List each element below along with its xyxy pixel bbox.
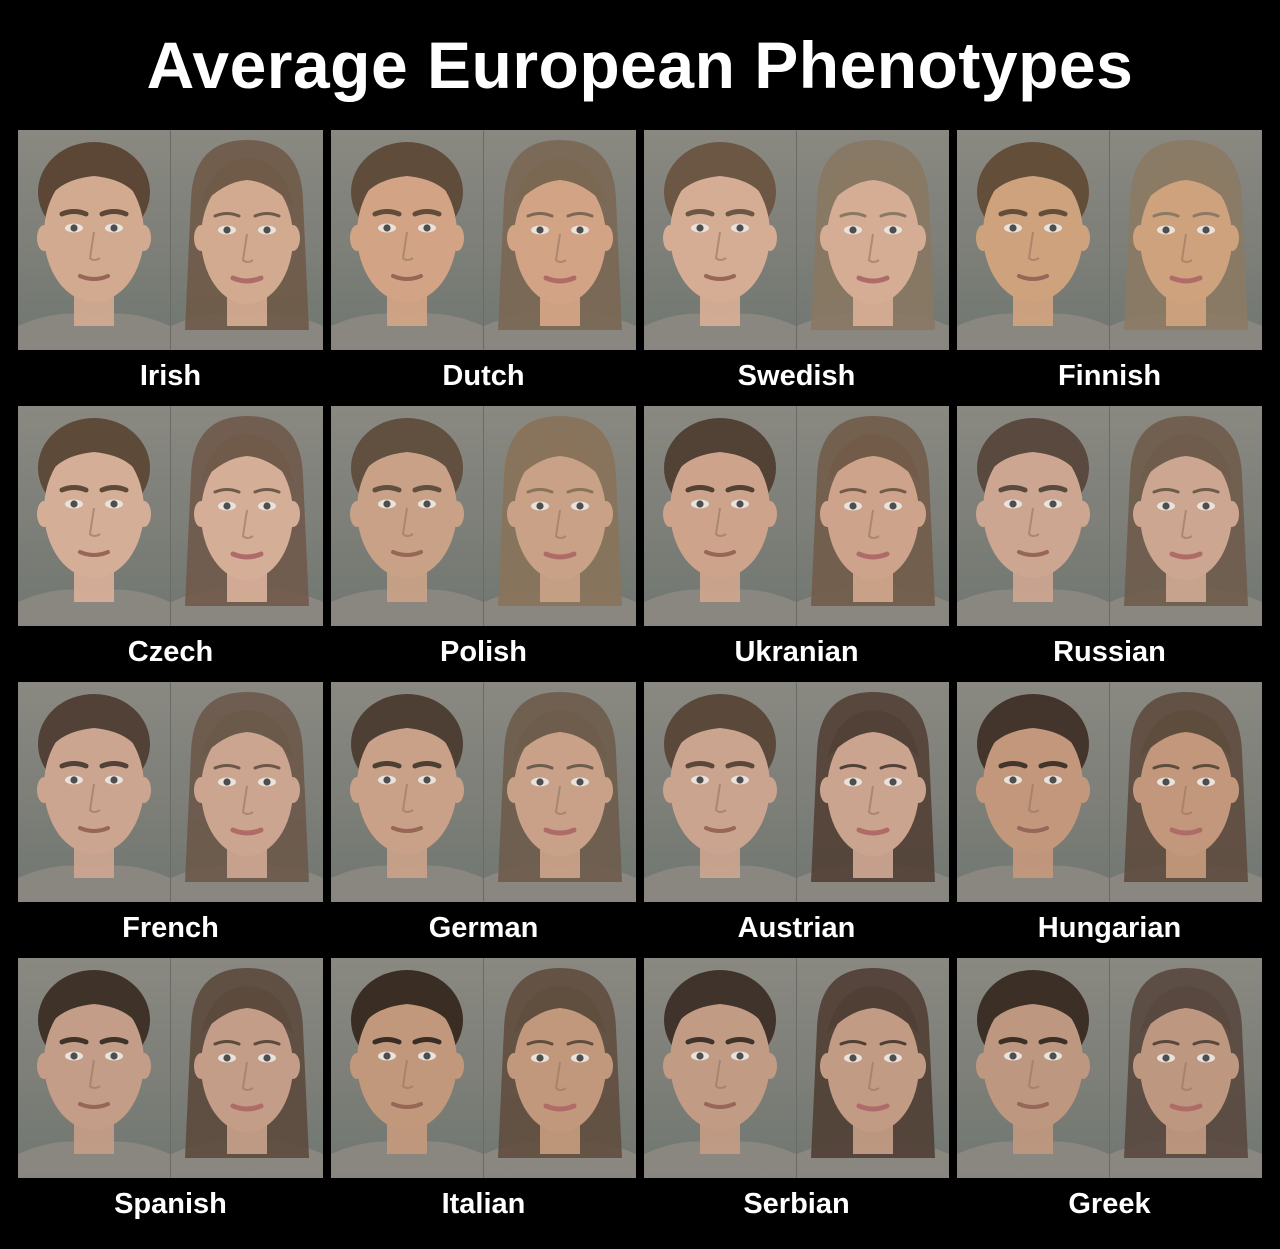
phenotype-card-russian: Russian [957,406,1262,682]
phenotype-grid: Irish Dutch Swedish Finnish Czech Polish Ukran… [18,130,1264,1234]
phenotype-label: German [428,912,539,944]
female-average-face-image [1109,682,1262,902]
composite-photo-pair [644,682,949,902]
female-average-face-image [796,682,949,902]
male-average-face-image [18,130,170,350]
phenotype-label: Ukranian [734,636,859,668]
female-average-face-image [170,958,323,1178]
composite-photo-pair [957,130,1262,350]
phenotype-label: Serbian [743,1188,850,1220]
phenotype-card-ukranian: Ukranian [644,406,949,682]
composite-photo-pair [18,406,323,626]
composite-photo-pair [644,958,949,1178]
female-average-face-image [483,130,636,350]
phenotype-label: Swedish [737,360,856,392]
phenotype-card-czech: Czech [18,406,323,682]
composite-photo-pair [18,682,323,902]
phenotype-label: Dutch [442,360,525,392]
phenotype-card-serbian: Serbian [644,958,949,1234]
male-average-face-image [644,406,796,626]
male-average-face-image [331,682,483,902]
phenotype-card-french: French [18,682,323,958]
composite-photo-pair [331,682,636,902]
male-average-face-image [957,406,1109,626]
phenotype-label: Hungarian [1037,912,1182,944]
phenotype-card-irish: Irish [18,130,323,406]
female-average-face-image [483,958,636,1178]
phenotype-label: Spanish [114,1188,227,1220]
phenotype-label: Polish [439,636,527,668]
phenotype-label: Finnish [1057,360,1162,392]
phenotype-card-spanish: Spanish [18,958,323,1234]
phenotype-card-greek: Greek [957,958,1262,1234]
female-average-face-image [796,958,949,1178]
male-average-face-image [644,958,796,1178]
phenotype-card-swedish: Swedish [644,130,949,406]
phenotype-label: Russian [1053,636,1166,668]
page-title: Average European Phenotypes [146,28,1134,102]
male-average-face-image [957,130,1109,350]
phenotype-label: Greek [1068,1188,1151,1220]
female-average-face-image [1109,406,1262,626]
composite-photo-pair [18,958,323,1178]
male-average-face-image [644,682,796,902]
female-average-face-image [170,130,323,350]
composite-photo-pair [957,958,1262,1178]
male-average-face-image [957,958,1109,1178]
composite-photo-pair [331,130,636,350]
female-average-face-image [483,682,636,902]
phenotype-card-austrian: Austrian [644,682,949,958]
composite-photo-pair [644,406,949,626]
composite-photo-pair [18,130,323,350]
phenotype-card-polish: Polish [331,406,636,682]
phenotype-label: French [122,912,219,944]
composite-photo-pair [331,406,636,626]
composite-photo-pair [957,682,1262,902]
male-average-face-image [331,406,483,626]
phenotype-card-finnish: Finnish [957,130,1262,406]
male-average-face-image [957,682,1109,902]
composite-photo-pair [957,406,1262,626]
male-average-face-image [18,406,170,626]
female-average-face-image [170,682,323,902]
composite-photo-pair [644,130,949,350]
female-average-face-image [483,406,636,626]
phenotype-label: Austrian [737,912,856,944]
phenotype-label: Czech [127,636,214,668]
male-average-face-image [18,682,170,902]
female-average-face-image [1109,130,1262,350]
female-average-face-image [796,406,949,626]
composite-photo-pair [331,958,636,1178]
phenotype-label: Irish [139,360,202,392]
phenotype-card-german: German [331,682,636,958]
male-average-face-image [18,958,170,1178]
female-average-face-image [796,130,949,350]
female-average-face-image [1109,958,1262,1178]
female-average-face-image [170,406,323,626]
phenotype-card-dutch: Dutch [331,130,636,406]
phenotype-card-italian: Italian [331,958,636,1234]
phenotype-label: Italian [441,1188,526,1220]
male-average-face-image [644,130,796,350]
phenotype-card-hungarian: Hungarian [957,682,1262,958]
male-average-face-image [331,130,483,350]
male-average-face-image [331,958,483,1178]
